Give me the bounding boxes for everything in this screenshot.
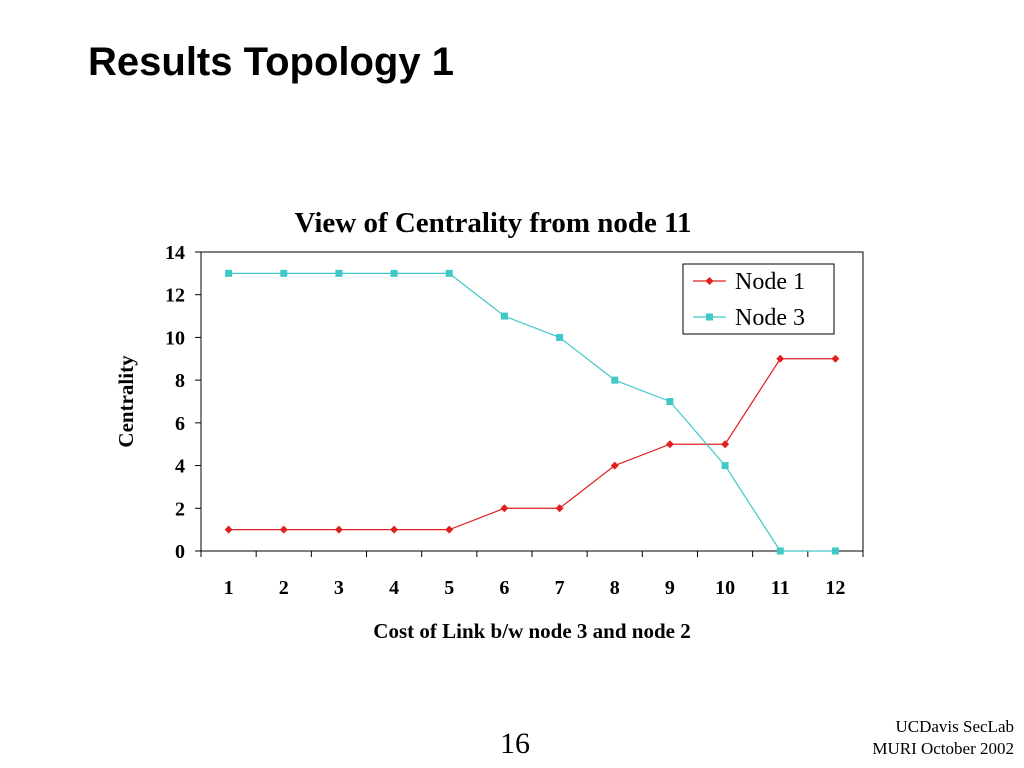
data-point: [776, 354, 785, 363]
data-point: [334, 525, 343, 534]
data-point: [610, 461, 619, 470]
data-point: [665, 440, 674, 449]
data-point: [225, 269, 233, 277]
series-line: [228, 272, 836, 552]
data-point: [445, 525, 454, 534]
x-tick-label: 6: [499, 577, 509, 599]
data-point: [831, 547, 839, 555]
data-point: [666, 398, 674, 405]
legend-swatch-marker: [705, 277, 714, 285]
y-tick-label: 12: [165, 285, 185, 307]
legend-label: Node 1: [735, 269, 805, 295]
legend-swatch-marker: [706, 313, 713, 321]
x-axis: 1 2 3 4 5 6 7 8 9 10 11 12: [200, 551, 864, 599]
legend-box: [682, 263, 835, 335]
footer-event: MURI October 2002: [872, 739, 1014, 758]
x-tick-label: 11: [771, 577, 790, 599]
x-tick-label: 5: [444, 577, 454, 599]
data-point: [556, 333, 564, 341]
x-tick-label: 9: [665, 577, 675, 599]
data-point: [831, 354, 840, 363]
x-axis-label: Cost of Link b/w node 3 and node 2: [373, 619, 690, 643]
data-point: [500, 312, 508, 320]
y-tick-label: 6: [175, 413, 185, 435]
y-tick-label: 14: [165, 242, 185, 264]
x-tick-label: 12: [825, 577, 845, 599]
legend-label: Node 3: [735, 305, 805, 331]
slide-title: Results Topology 1: [88, 40, 454, 84]
legend: Node 1 Node 3: [682, 263, 835, 335]
y-tick-label: 2: [175, 498, 185, 520]
data-point: [721, 462, 729, 470]
y-axis: 0 2 4 6 8 10 12 14: [165, 242, 201, 563]
data-point: [279, 525, 288, 534]
page-number: 16: [500, 727, 530, 760]
x-tick-label: 7: [555, 577, 565, 599]
data-point: [280, 269, 288, 277]
data-point: [611, 376, 619, 384]
series-node-3: [225, 269, 839, 555]
data-point: [335, 269, 343, 277]
y-tick-label: 10: [165, 327, 185, 349]
data-point: [555, 504, 564, 513]
x-tick-label: 4: [389, 577, 399, 599]
x-tick-label: 10: [715, 577, 735, 599]
y-axis-label: Centrality: [114, 355, 138, 448]
series-layer: [224, 269, 840, 555]
series-line: [228, 358, 836, 531]
y-tick-label: 4: [175, 456, 185, 478]
data-point: [721, 440, 730, 449]
data-point: [224, 525, 233, 534]
x-tick-label: 2: [279, 577, 289, 599]
data-point: [390, 525, 399, 534]
y-tick-label: 0: [175, 541, 185, 563]
footer: UCDavis SecLab MURI October 2002: [872, 716, 1014, 760]
data-point: [390, 269, 398, 277]
y-tick-label: 8: [175, 370, 185, 392]
data-point: [776, 547, 784, 555]
x-tick-label: 1: [224, 577, 234, 599]
x-tick-label: 3: [334, 577, 344, 599]
series-node-1: [224, 354, 840, 534]
footer-lab: UCDavis SecLab: [895, 717, 1014, 736]
data-point: [500, 504, 509, 513]
data-point: [445, 269, 453, 277]
x-tick-label: 8: [610, 577, 620, 599]
chart-title: View of Centrality from node 11: [294, 207, 691, 239]
